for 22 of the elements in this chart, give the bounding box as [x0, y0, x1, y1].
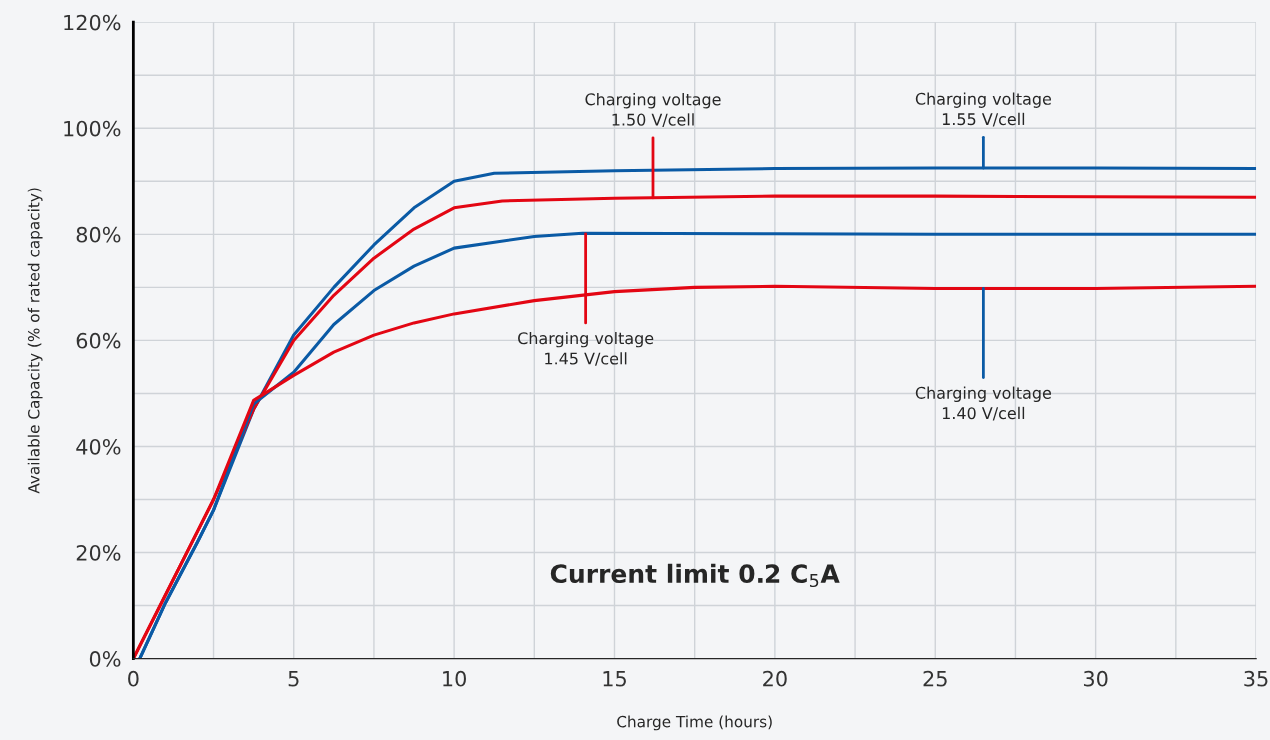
y-tick-label: 20% — [76, 544, 121, 561]
y-tick-label: 40% — [76, 438, 121, 455]
annotation: Charging voltage 1.50 V/cell — [585, 93, 721, 127]
y-tick-label: 100% — [64, 120, 121, 137]
x-axis-title: Charge Time (hours) — [617, 715, 772, 731]
x-tick-label: 15 — [603, 671, 626, 687]
y-tick-label: 60% — [76, 332, 121, 349]
x-tick-label: 25 — [923, 670, 947, 687]
y-tick-label: 120% — [64, 14, 121, 31]
annotation: Charging voltage 1.40 V/cell — [915, 386, 1051, 421]
annotation: Charging voltage 1.55 V/cell — [915, 92, 1051, 127]
annotation: Current limit 0.2 C$_{5}$A — [550, 563, 840, 588]
y-axis-title: Available Capacity (% of rated capacity) — [27, 188, 43, 494]
x-tick-label: 0 — [128, 670, 139, 687]
annotation: Charging voltage 1.45 V/cell — [518, 331, 654, 366]
y-tick-label: 0% — [89, 651, 121, 667]
x-tick-label: 35 — [1244, 670, 1268, 687]
x-tick-label: 10 — [443, 670, 466, 687]
x-tick-label: 20 — [763, 670, 787, 687]
x-tick-label: 5 — [288, 671, 299, 687]
y-tick-label: 80% — [76, 226, 121, 243]
x-tick-label: 30 — [1083, 670, 1108, 687]
